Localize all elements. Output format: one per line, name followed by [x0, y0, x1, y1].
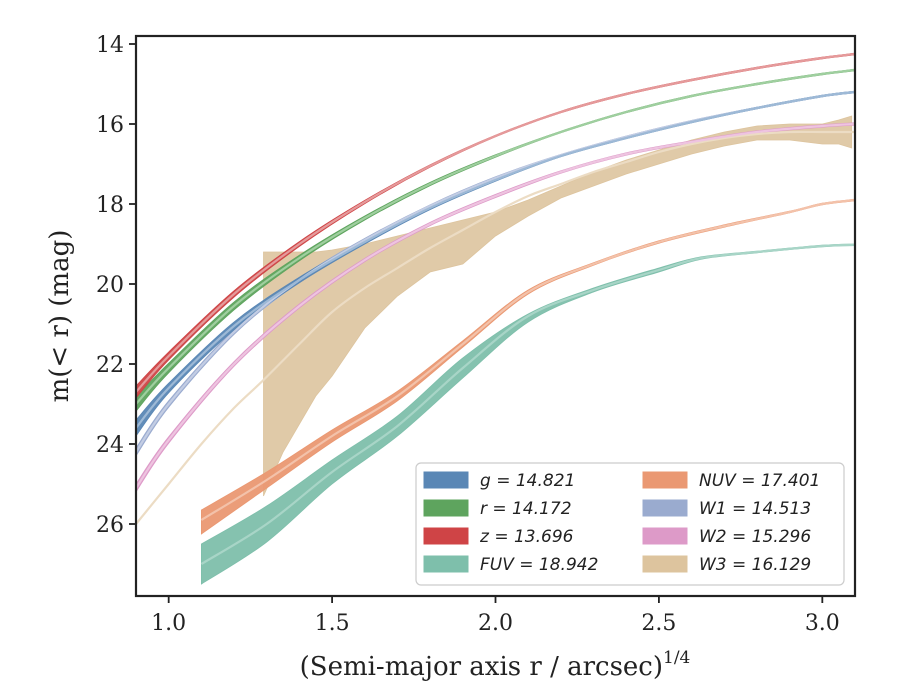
legend-label-w1: W1 = 14.513 [699, 499, 811, 519]
series-g-model-line [136, 90, 855, 429]
x-axis-title-exponent: 1/4 [663, 648, 690, 668]
model-extrapolation-lines [136, 52, 855, 565]
x-tick-label: 3.0 [805, 611, 840, 636]
x-tick-label: 1.5 [315, 611, 350, 636]
legend-swatch-r [423, 499, 469, 517]
y-tick-label: 20 [96, 273, 124, 298]
series-r-band [136, 68, 855, 412]
legend-label-w2: W2 = 15.296 [699, 527, 811, 547]
legend-label-w3: W3 = 16.129 [699, 555, 811, 575]
series-g-band [136, 90, 855, 437]
y-tick-label: 24 [96, 433, 124, 458]
series-z-band [136, 52, 855, 399]
legend: g = 14.821 r = 14.172 z = 13.696 FUV = 18.9… [415, 462, 845, 586]
legend-swatch-z [423, 527, 469, 545]
x-axis-ticks: 1.0 1.5 2.0 2.5 3.0 [151, 596, 840, 636]
series-r-model-line [136, 68, 855, 405]
legend-swatch-nuv [642, 471, 688, 489]
x-tick-label: 1.0 [151, 611, 186, 636]
legend-swatch-w3 [642, 555, 688, 573]
legend-frame [415, 462, 845, 586]
x-tick-label: 2.0 [478, 611, 513, 636]
y-axis-ticks: 14 16 18 20 22 24 26 [96, 33, 136, 538]
series-w3-band [263, 115, 853, 497]
legend-label-z: z = 13.696 [479, 527, 574, 547]
y-tick-label: 26 [96, 513, 124, 538]
legend-swatch-w2 [642, 527, 688, 545]
series-z-model-line [136, 52, 855, 393]
plot-area [136, 52, 855, 585]
legend-label-nuv: NUV = 17.401 [699, 471, 820, 491]
legend-label-g: g = 14.821 [480, 471, 575, 491]
legend-label-r: r = 14.172 [480, 499, 572, 519]
y-tick-label: 14 [96, 33, 124, 58]
y-tick-label: 22 [96, 353, 124, 378]
y-tick-label: 18 [96, 193, 124, 218]
x-tick-label: 2.5 [641, 611, 676, 636]
legend-label-fuv: FUV = 18.942 [480, 555, 598, 575]
series-w1-band [136, 90, 855, 457]
series-w3-model-line [136, 130, 855, 525]
x-axis-title: (Semi-major axis r / arcsec)1/4 [300, 648, 691, 682]
legend-swatch-g [423, 471, 469, 489]
series-nuv-model-line [200, 198, 855, 521]
series-w2-model-line [136, 122, 855, 489]
series-nuv-band [201, 198, 855, 535]
series-fuv-model-line [200, 243, 855, 565]
legend-swatch-w1 [642, 499, 688, 517]
legend-swatch-fuv [423, 555, 469, 573]
y-axis-title: m(< r) (mag) [45, 230, 75, 403]
y-tick-label: 16 [96, 113, 124, 138]
